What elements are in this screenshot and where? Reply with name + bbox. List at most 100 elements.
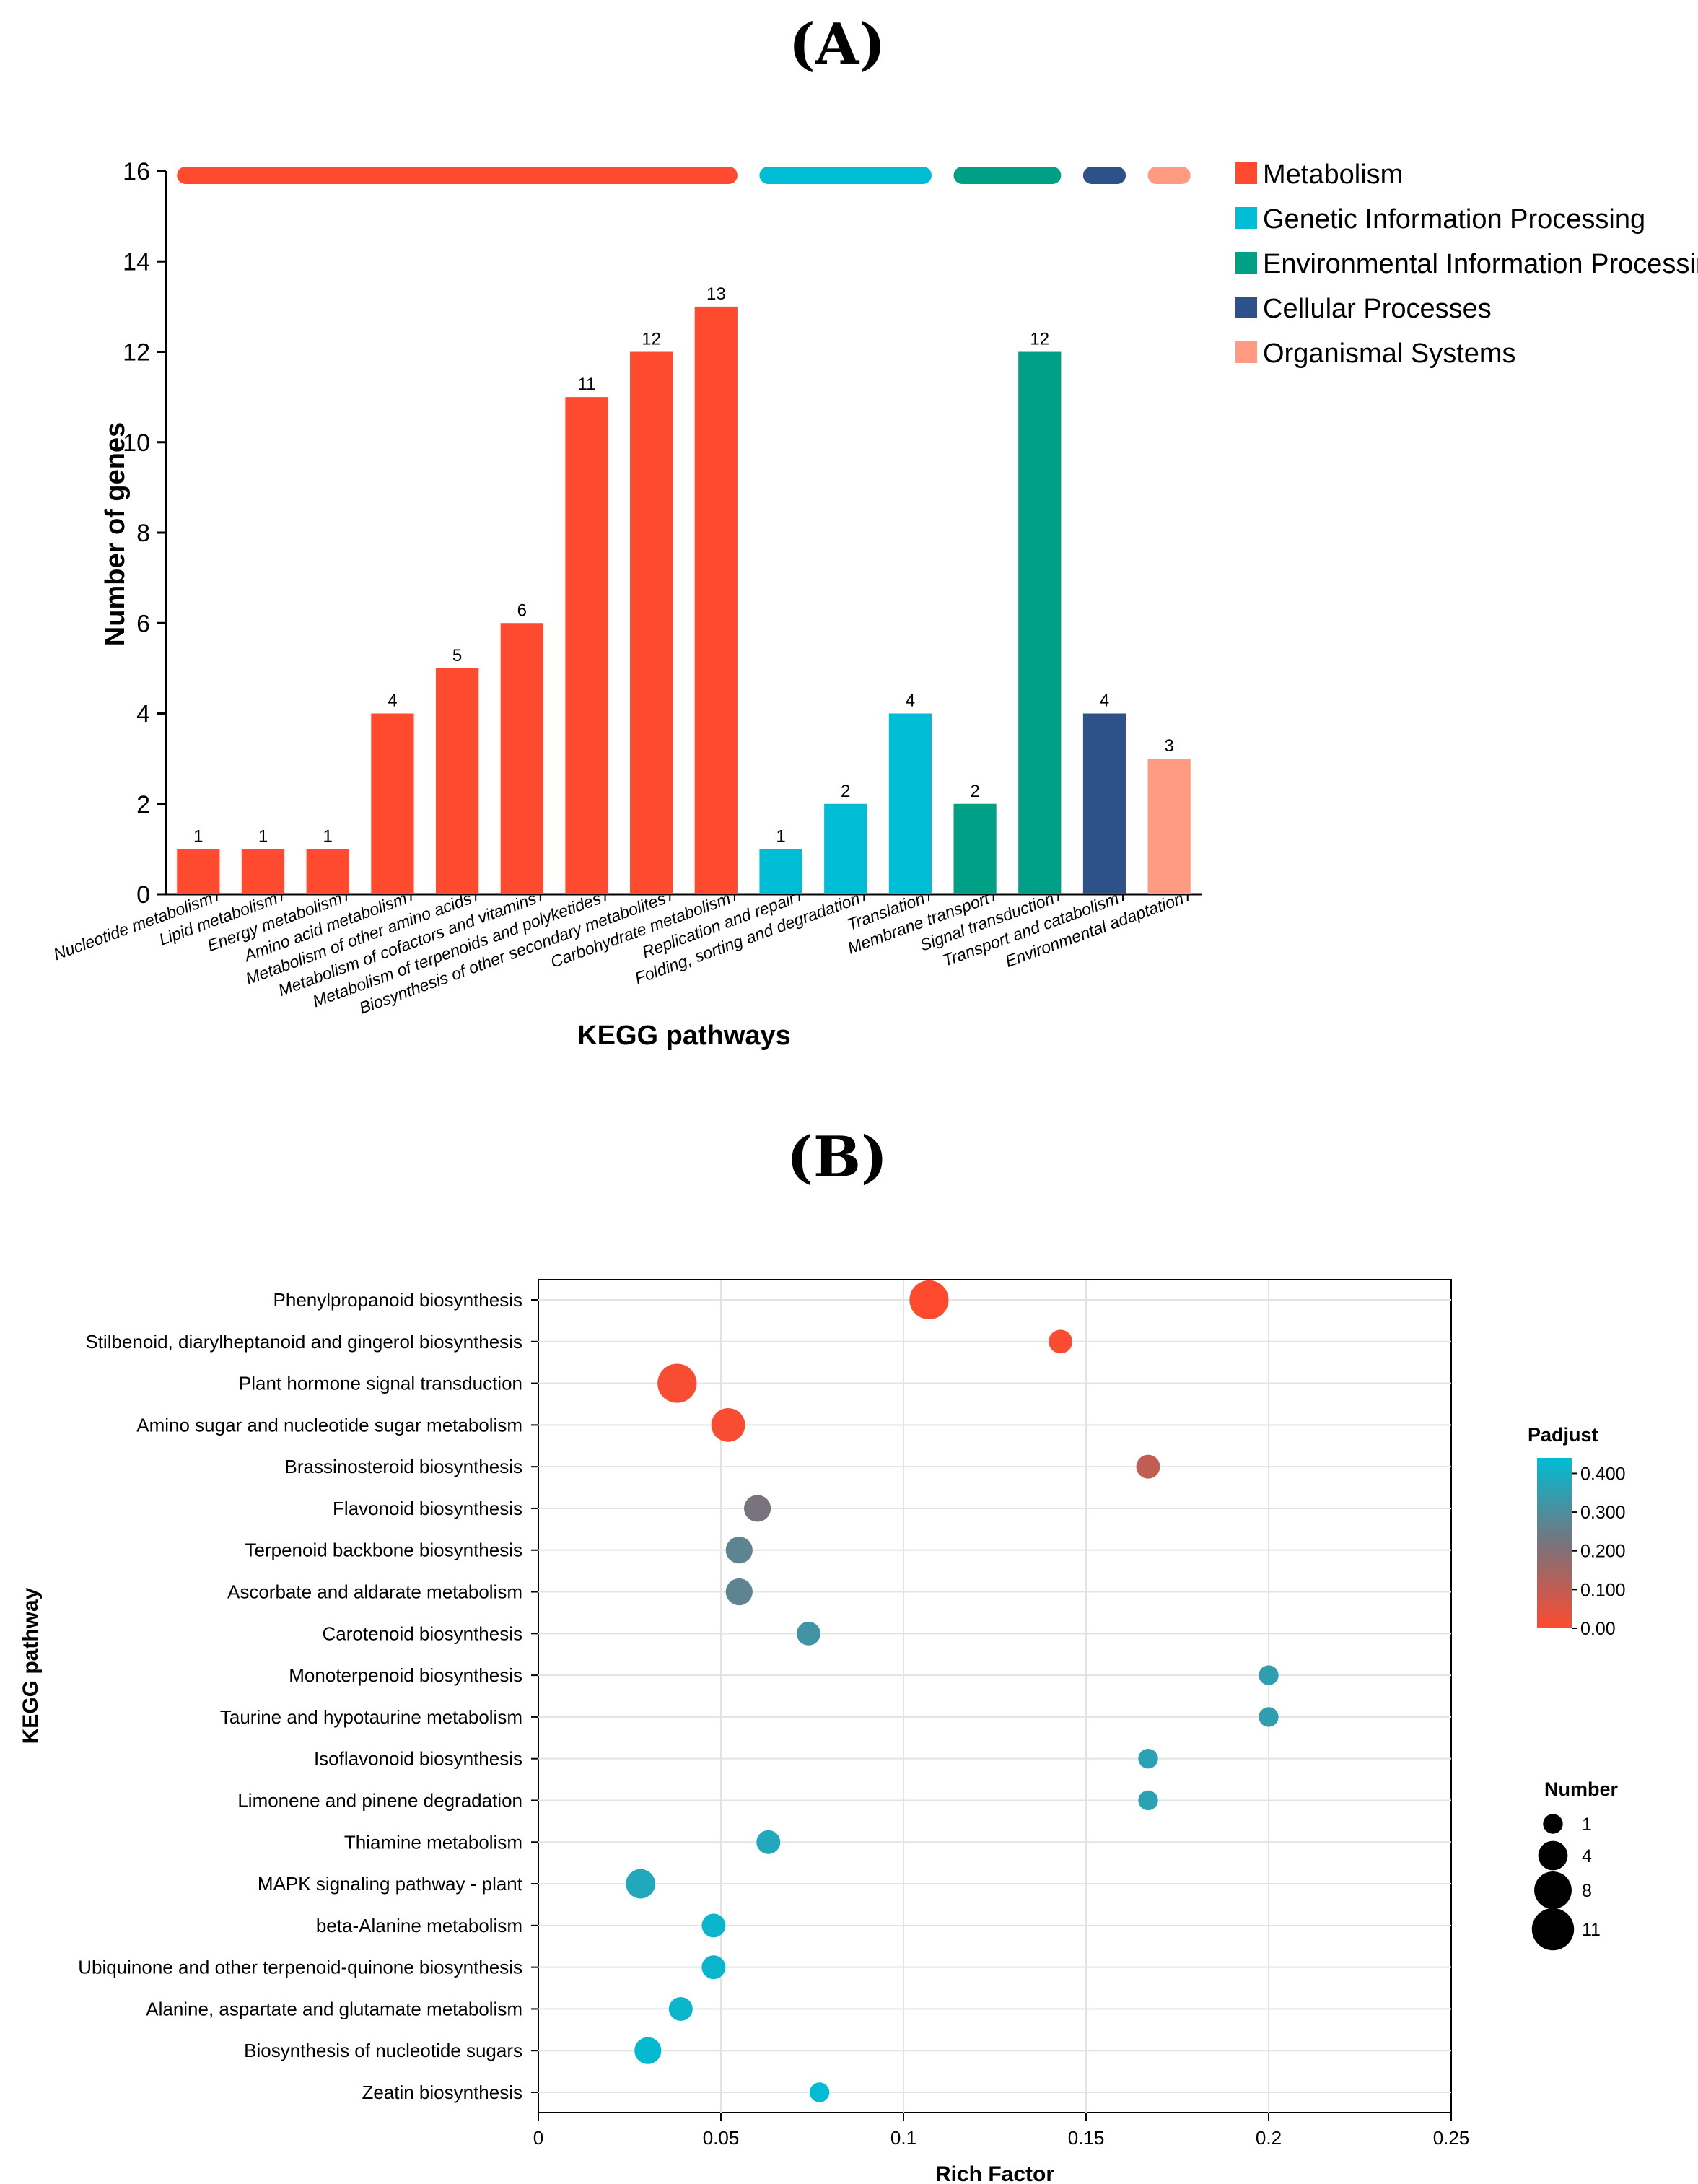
bar [953,803,997,894]
y-tick-label: 10 [123,429,150,457]
bubble [725,1537,753,1564]
y-axis-title: Number of genes [100,422,131,646]
bubble [1259,1665,1279,1685]
bubble [725,1578,753,1606]
size-legend-label: 4 [1582,1846,1592,1866]
bar [759,849,802,894]
pathway-label: Ubiquinone and other terpenoid-quinone b… [78,1957,522,1978]
plot-frame [538,1279,1452,2113]
pathway-label: Amino sugar and nucleotide sugar metabol… [136,1414,522,1436]
group-header-bar [759,167,932,184]
legend-label: Cellular Processes [1263,294,1492,324]
bar-value-label: 1 [193,826,203,846]
bar [694,306,738,894]
bar-value-label: 1 [323,826,333,846]
pathway-label: Terpenoid backbone biosynthesis [245,1539,522,1561]
bar-value-label: 12 [1030,330,1049,349]
bar [824,803,867,894]
size-legend-label: 8 [1582,1881,1592,1901]
bubble [1136,1454,1160,1479]
bubble [909,1280,949,1320]
pathway-label: Brassinosteroid biosynthesis [285,1456,523,1477]
bar [241,849,285,894]
legend-swatch [1235,162,1257,184]
legend-swatch [1235,207,1257,229]
bubble [657,1363,697,1403]
color-bar-label: 0.400 [1580,1464,1626,1484]
bar-value-label: 2 [841,782,850,801]
pathway-label: Plant hormone signal transduction [239,1373,522,1394]
size-legend-label: 1 [1582,1814,1592,1835]
bar-value-label: 12 [642,330,661,349]
size-legend-dot [1538,1840,1568,1871]
bar-value-label: 4 [906,691,915,711]
legend-label: Genetic Information Processing [1263,204,1645,235]
bar [371,713,414,894]
y-tick-label: 8 [136,520,150,547]
bar-value-label: 11 [578,375,596,394]
bar [177,849,220,894]
legend-label: Metabolism [1263,160,1403,190]
x-axis-title: Rich Factor [935,2162,1054,2184]
bar [630,351,673,894]
legend-swatch [1235,297,1257,318]
pathway-label: Taurine and hypotaurine metabolism [220,1706,522,1728]
pathway-label: Flavonoid biosynthesis [333,1498,522,1519]
pathway-label: Monoterpenoid biosynthesis [289,1664,522,1686]
color-bar-label: 0.00 [1580,1619,1616,1639]
x-tick-label: 0.25 [1433,2127,1470,2149]
y-tick-label: 6 [136,610,150,637]
legend-swatch [1235,341,1257,363]
group-header-bar [1082,167,1126,184]
bubble [1049,1329,1073,1354]
bar-value-label: 13 [706,284,726,304]
pathway-label: MAPK signaling pathway - plant [258,1873,523,1895]
pathway-label: Biosynthesis of nucleotide sugars [244,2040,522,2061]
bar-value-label: 1 [776,826,785,846]
bar-value-label: 4 [388,691,397,711]
size-legend-label: 11 [1582,1920,1601,1940]
bubble [701,1913,726,1938]
bubble [809,2082,830,2102]
color-legend-title: Padjust [1528,1424,1598,1446]
bar [888,713,932,894]
bar [500,623,543,894]
bar-value-label: 4 [1100,691,1109,711]
y-tick-label: 14 [123,248,150,276]
x-tick-label: 0.15 [1068,2127,1105,2149]
bubble [1138,1790,1158,1811]
bar-value-label: 3 [1164,736,1173,756]
bar-value-label: 1 [258,826,268,846]
bubble [743,1495,771,1522]
group-header-bar [1147,167,1191,184]
bar [1018,351,1062,894]
bubble-chart: 0 0.05 0.1 0.15 0.2 0.25 Phenylpropanoid biosy… [19,1279,1626,2184]
y-tick-label: 4 [136,701,150,728]
bubble [634,2037,662,2064]
legend-swatch [1235,252,1257,274]
size-legend-dot [1534,1871,1572,1909]
pathway-label: Stilbenoid, diarylheptanoid and gingerol… [85,1331,522,1353]
color-bar-label: 0.100 [1580,1580,1626,1600]
pathway-label: Isoflavonoid biosynthesis [314,1748,522,1770]
size-legend-title: Number [1544,1778,1619,1800]
bubble [626,1869,656,1899]
bar [565,397,608,894]
color-bar [1537,1458,1572,1628]
bubble [668,1996,693,2021]
pathway-label: Ascorbate and aldarate metabolism [227,1581,522,1603]
bar-value-label: 2 [970,782,979,801]
y-tick-label: 2 [136,791,150,818]
group-header-bar [177,167,738,184]
pathway-label: Alanine, aspartate and glutamate metabol… [146,1998,522,2019]
bar [1082,713,1126,894]
pathway-label: Thiamine metabolism [344,1831,522,1853]
bubble [701,1955,726,1980]
y-tick-label: 12 [123,339,150,367]
pathway-label: Carotenoid biosynthesis [323,1622,523,1644]
bar-value-label: 6 [517,600,527,620]
x-tick-label: 0 [533,2127,543,2149]
y-axis-title: KEGG pathway [19,1587,43,1744]
